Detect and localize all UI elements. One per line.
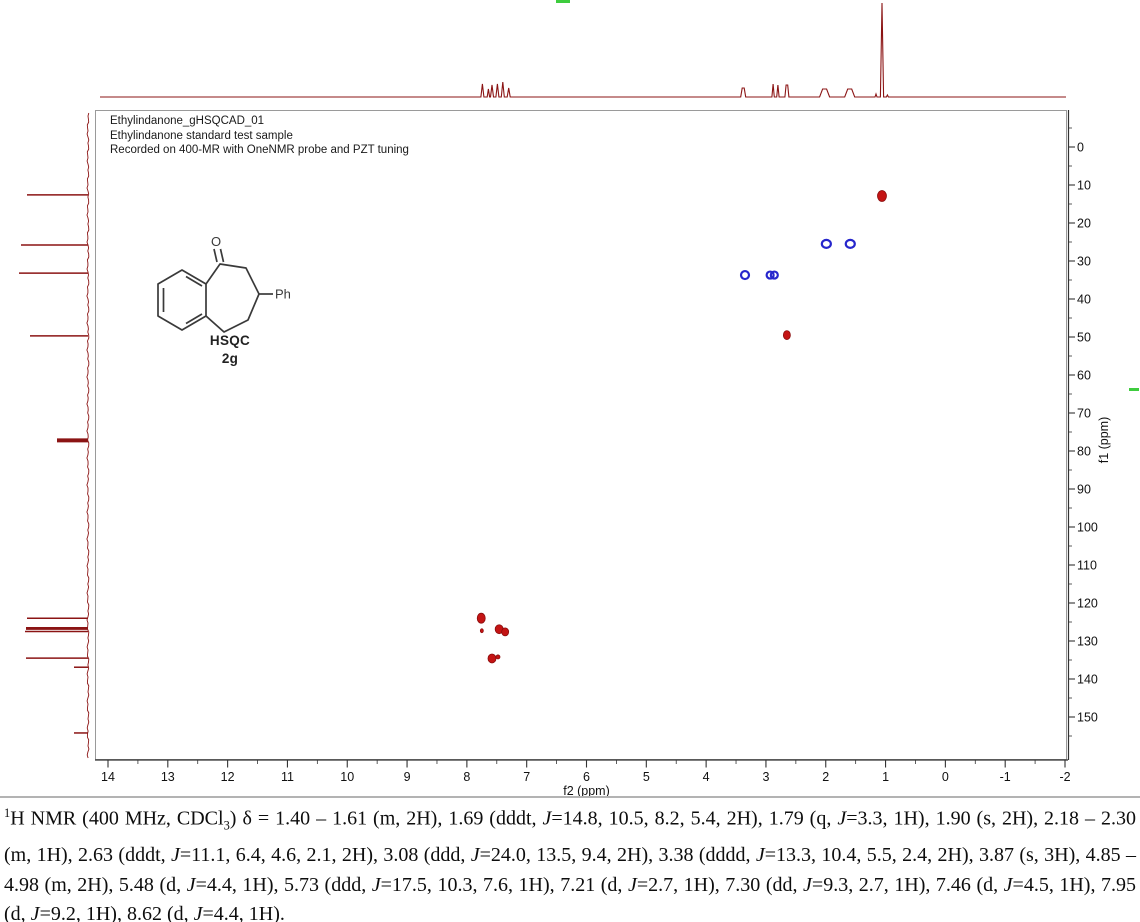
proton-projection-trace (100, 2, 1066, 98)
phenyl-label: Ph (275, 287, 291, 302)
cross-peak-positive (476, 612, 486, 624)
molecular-structure: O Ph (157, 234, 291, 333)
f1-tick-label: 120 (1077, 597, 1098, 611)
proton-trace-path (100, 2, 1066, 98)
f1-axis-title: f1 (ppm) (1097, 417, 1111, 464)
f2-tick-label: 3 (762, 770, 769, 784)
cross-peak-negative (844, 238, 856, 249)
cross-peak-negative (769, 270, 779, 280)
f1-tick-label: 60 (1077, 369, 1091, 383)
info-line-instrument: Recorded on 400-MR with OneNMR probe and… (110, 144, 409, 156)
f1-tick-label: 10 (1077, 179, 1091, 193)
f2-tick-label: 13 (161, 770, 175, 784)
f2-tick-label: 9 (404, 770, 411, 784)
f2-axis-title: f2 (ppm) (563, 784, 610, 798)
f2-tick-label: 2 (822, 770, 829, 784)
cross-peak-positive (479, 628, 484, 634)
compound-label: 2g (221, 351, 239, 366)
seven-membered-ring (205, 263, 260, 333)
cross-peak-positive (495, 654, 501, 660)
section-divider (0, 796, 1140, 798)
f2-tick-label: 6 (583, 770, 590, 784)
carbon-trace-baseline (86, 112, 90, 759)
f2-tick-label: 7 (523, 770, 530, 784)
info-line-sample: Ethylindanone standard test sample (110, 129, 293, 142)
f1-tick-label: 90 (1077, 483, 1091, 497)
f1-tick-label: 110 (1077, 559, 1097, 573)
cross-peak-positive (501, 627, 510, 637)
cross-peak-positive (487, 653, 497, 664)
cursor-marker-right (1129, 388, 1139, 391)
f1-tick-label: 80 (1077, 445, 1091, 459)
f2-tick-label: 5 (643, 770, 650, 784)
f1-tick-label: 20 (1077, 217, 1091, 231)
f2-tick-label: 12 (221, 770, 235, 784)
f1-tick-label: 30 (1077, 255, 1091, 269)
f1-axis: 0 10 20 30 40 50 60 70 80 90 100 110 120 130 140 150 f1 … (1067, 110, 1111, 760)
nmr-assignment-text: 1H NMR (400 MHz, CDCl3) δ = 1.40 – 1.61 … (4, 806, 1137, 922)
benzene-ring (157, 269, 207, 331)
carbonyl-double-bond (213, 248, 225, 263)
oxygen-atom-label: O (211, 234, 221, 249)
f2-tick-label: 0 (942, 770, 949, 784)
f2-tick-label: -2 (1059, 770, 1070, 784)
f2-tick-label: 4 (703, 770, 710, 784)
f1-tick-label: 130 (1077, 635, 1098, 649)
f1-tick-label: 140 (1077, 673, 1098, 687)
f2-tick-label: 1 (882, 770, 889, 784)
cross-peak-negative (765, 270, 775, 280)
f2-tick-label: 11 (281, 770, 294, 784)
cross-peak-negative (820, 238, 832, 249)
cursor-marker-top (556, 0, 570, 3)
f2-axis: 14 13 12 11 10 9 8 7 6 5 4 3 2 1 0 -1 -2f2 (ppm) (95, 759, 1071, 798)
f1-tick-label: 100 (1077, 521, 1098, 535)
f1-tick-label: 50 (1077, 331, 1091, 345)
experiment-label: HSQC (209, 333, 251, 348)
f1-tick-label: 0 (1077, 141, 1084, 155)
f2-tick-label: 14 (101, 770, 115, 784)
f1-tick-label: 40 (1077, 293, 1091, 307)
f2-tick-label: 8 (463, 770, 470, 784)
cross-peak-positive (877, 190, 887, 202)
experiment-info: Ethylindanone_gHSQCAD_01 Ethylindanone s… (110, 114, 409, 158)
benzene-double-bond (185, 313, 203, 325)
f2-tick-label: -1 (1000, 770, 1011, 784)
hsqc-2d-plot (476, 190, 887, 664)
benzene-double-bond (185, 275, 203, 287)
f2-tick-label: 10 (340, 770, 354, 784)
info-line-filename: Ethylindanone_gHSQCAD_01 (110, 115, 265, 127)
f1-tick-label: 150 (1077, 711, 1098, 725)
carbon-projection-trace (19, 112, 90, 759)
cross-peak-positive (782, 330, 791, 341)
f1-tick-label: 70 (1077, 407, 1091, 421)
cross-peak-negative (739, 269, 751, 281)
